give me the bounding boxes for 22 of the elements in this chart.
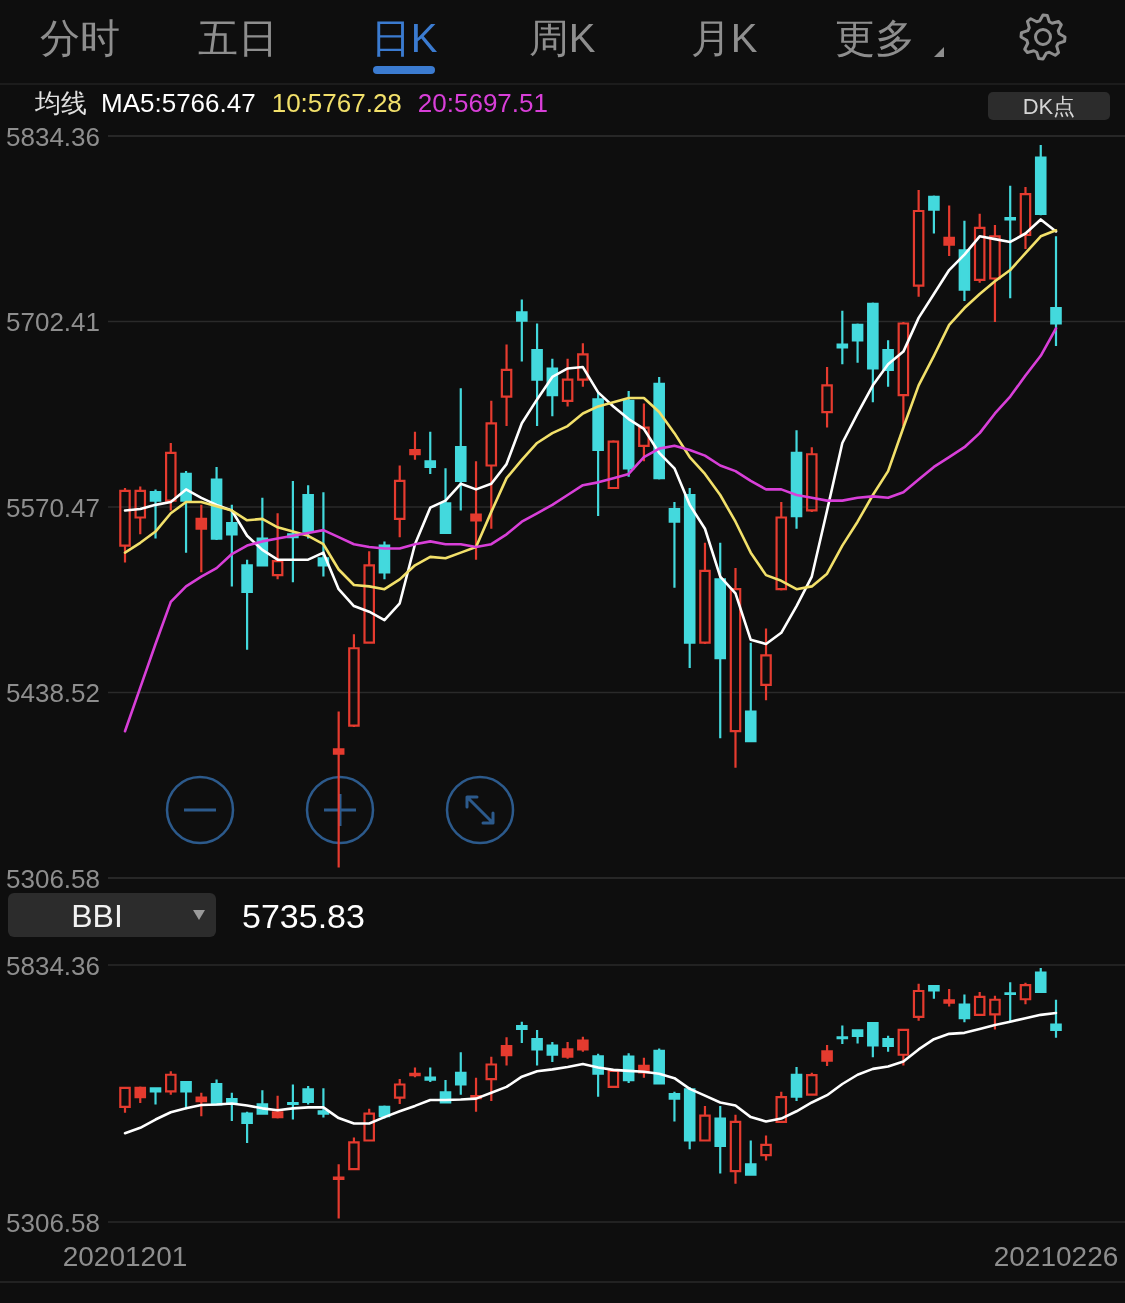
x-tick-label: 20210226 [993, 1241, 1119, 1272]
text: 更多 [835, 16, 915, 60]
x-tick-label: 20201201 [62, 1241, 188, 1272]
y-tick-label: 5702.41 [6, 307, 100, 338]
text: 五日 [198, 16, 278, 60]
y-tick-label: 5834.36 [6, 950, 100, 981]
text: MA5:5766.47 [101, 88, 256, 118]
text: 20:5697.51 [417, 88, 548, 118]
y-tick-label: 5306.58 [6, 863, 100, 894]
y-tick-label: 5834.36 [6, 121, 100, 152]
text: 周K [528, 16, 596, 60]
text: 5735.83 [242, 897, 365, 935]
text: DK点 [1022, 94, 1076, 119]
legend-title: 均线 [34, 88, 87, 118]
text: 10:5767.28 [271, 88, 402, 118]
legend-title: BBI [71, 898, 123, 934]
y-tick-label: 5306.58 [6, 1207, 100, 1238]
text: 月K [690, 16, 758, 60]
y-tick-label: 5438.52 [6, 678, 100, 709]
y-tick-label: 5570.47 [6, 492, 100, 523]
text: 分时 [40, 16, 120, 60]
text: 日K [370, 16, 438, 60]
